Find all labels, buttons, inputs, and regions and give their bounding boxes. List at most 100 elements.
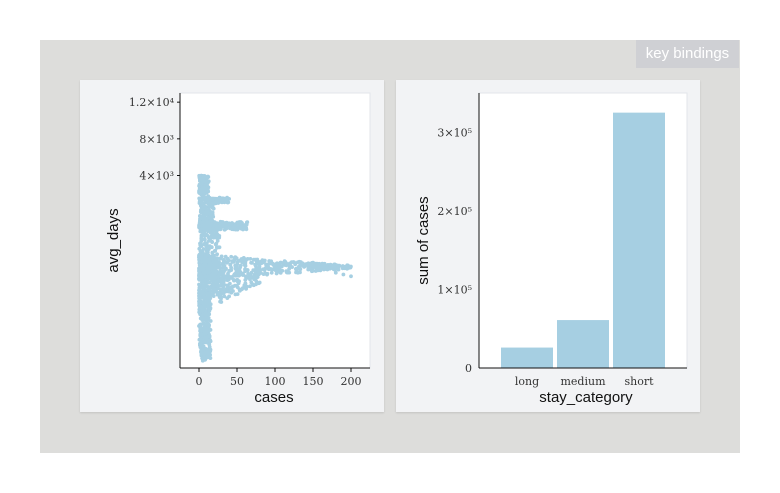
scatter-point <box>229 290 234 295</box>
scatter-point <box>197 300 202 305</box>
scatter-point <box>208 289 213 293</box>
scatter-point <box>209 245 214 250</box>
y-tick-label: 1×10⁵ <box>437 283 472 296</box>
scatter-point <box>204 209 208 214</box>
scatter-chart[interactable]: 0 50 100 150 200 4×10³ 8×10³ 1.2×10⁴ cases avg_da… <box>80 80 384 412</box>
scatter-point <box>198 296 203 300</box>
scatter-point <box>202 302 206 307</box>
scatter-point <box>321 264 326 269</box>
scatter-point <box>302 264 306 269</box>
scatter-point <box>206 250 210 255</box>
scatter-point <box>237 279 242 284</box>
scatter-point <box>202 258 206 263</box>
scatter-point <box>211 287 216 292</box>
scatter-point <box>288 264 292 268</box>
scatter-point <box>349 274 353 279</box>
scatter-point <box>259 261 264 266</box>
scatter-point <box>197 199 202 203</box>
scatter-point <box>257 280 262 285</box>
scatter-point <box>218 287 223 292</box>
scatter-point <box>221 285 226 289</box>
scatter-point <box>205 197 210 202</box>
x-tick-label: 100 <box>265 375 286 388</box>
scatter-point <box>197 324 201 328</box>
scatter-point <box>197 191 202 195</box>
scatter-point <box>207 227 211 232</box>
scatter-point <box>208 255 212 260</box>
scatter-point <box>209 276 214 281</box>
scatter-point <box>239 220 243 224</box>
scatter-point <box>211 253 215 258</box>
scatter-point <box>234 256 239 261</box>
scatter-point <box>228 275 232 279</box>
scatter-point <box>222 259 226 264</box>
scatter-point <box>311 260 315 265</box>
scatter-point <box>198 176 202 180</box>
y-tick-label: 4×10³ <box>139 170 174 183</box>
scatter-point <box>225 278 230 283</box>
scatter-point <box>222 294 227 299</box>
scatter-point <box>239 257 244 261</box>
scatter-point <box>207 285 211 290</box>
scatter-point <box>211 263 216 267</box>
chart-stage: key bindings 0 50 100 150 200 4×10³ 8×10³ 1.2×1… <box>40 40 740 453</box>
scatter-point <box>200 187 204 192</box>
scatter-point <box>265 272 269 277</box>
scatter-point <box>219 277 224 282</box>
scatter-point <box>262 258 267 263</box>
scatter-point <box>207 334 212 338</box>
scatter-point <box>200 318 205 322</box>
scatter-point <box>197 220 202 225</box>
bar-chart[interactable]: long medium short 0 1×10⁵ 2×10⁵ 3×10⁵ stay_cate… <box>396 80 700 412</box>
scatter-point <box>243 267 247 272</box>
scatter-point <box>199 237 204 242</box>
bar-medium[interactable] <box>557 320 609 368</box>
scatter-point <box>213 242 218 247</box>
scatter-point <box>203 227 208 232</box>
scatter-point <box>217 235 222 240</box>
scatter-point <box>241 271 245 276</box>
scatter-point <box>206 215 211 220</box>
scatter-point <box>199 351 204 356</box>
scatter-point <box>341 272 346 277</box>
scatter-point <box>226 258 231 263</box>
bar-long[interactable] <box>501 347 553 368</box>
scatter-point <box>278 271 283 275</box>
scatter-point <box>206 189 211 194</box>
scatter-point <box>228 262 233 267</box>
scatter-point <box>229 221 234 226</box>
scatter-point <box>232 259 236 264</box>
scatter-point <box>254 282 258 287</box>
scatter-point <box>200 283 205 288</box>
scatter-point <box>207 224 211 229</box>
scatter-point <box>237 270 242 275</box>
scatter-point <box>209 211 213 216</box>
scatter-point <box>202 196 207 201</box>
scatter-point <box>224 224 229 228</box>
scatter-point <box>215 291 220 296</box>
scatter-point <box>205 243 209 248</box>
bar-short[interactable] <box>613 112 665 368</box>
scatter-point <box>244 275 249 279</box>
scatter-point <box>212 249 217 253</box>
scatter-point <box>197 269 201 273</box>
scatter-point <box>284 269 289 274</box>
scatter-point <box>324 266 329 270</box>
scatter-point <box>243 259 248 264</box>
scatter-point <box>232 224 237 229</box>
scatter-point <box>225 260 229 265</box>
scatter-point <box>225 200 230 205</box>
scatter-point <box>237 267 242 272</box>
scatter-point <box>305 262 310 267</box>
scatter-point <box>246 271 251 276</box>
x-axis-title: cases <box>254 389 293 406</box>
x-tick-label: 200 <box>341 375 362 388</box>
scatter-point <box>212 268 217 273</box>
scatter-point <box>201 275 206 279</box>
scatter-point <box>198 327 203 332</box>
scatter-chart-panel: 0 50 100 150 200 4×10³ 8×10³ 1.2×10⁴ cases avg_da… <box>80 80 384 412</box>
key-bindings-button[interactable]: key bindings <box>636 40 739 68</box>
scatter-point <box>269 270 274 275</box>
scatter-point <box>199 340 203 345</box>
scatter-point <box>218 224 222 228</box>
